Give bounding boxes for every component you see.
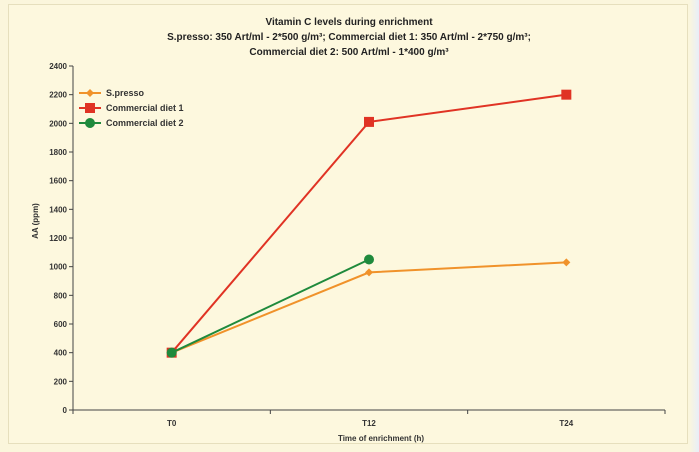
legend-label: Commercial diet 1 xyxy=(106,103,184,113)
legend-entry: Commercial diet 1 xyxy=(79,103,184,113)
data-point xyxy=(364,254,374,265)
y-tick-label: 1000 xyxy=(49,263,67,272)
series-line xyxy=(171,258,370,354)
x-tick-label: T24 xyxy=(559,419,573,428)
data-point xyxy=(561,89,572,100)
y-tick-label: 2000 xyxy=(49,119,67,128)
x-tick-label: T0 xyxy=(167,419,177,428)
y-tick-label: 1200 xyxy=(49,234,67,243)
chart-titles: Vitamin C levels during enrichment S.pre… xyxy=(167,17,531,58)
series-3 xyxy=(166,254,374,358)
y-axis-label: AA (ppm) xyxy=(31,203,40,239)
y-tick-label: 1600 xyxy=(49,177,67,186)
y-tick-label: 1800 xyxy=(49,148,67,157)
chart-subtitle-line-1: S.presso: 350 Art/ml - 2*500 g/m³; Comme… xyxy=(167,32,531,43)
series-1 xyxy=(167,258,571,357)
y-tick-label: 2400 xyxy=(49,62,67,71)
y-tick-labels: 0 200 400 600 800 1000 1200 1400 1600 1800 2000 220… xyxy=(49,62,73,415)
y-tick-label: 400 xyxy=(54,349,68,358)
legend-label: S.presso xyxy=(106,88,145,98)
series-line xyxy=(170,93,567,354)
series-2 xyxy=(166,89,572,358)
legend-entry: Commercial diet 2 xyxy=(79,118,184,128)
legend-swatch-marker xyxy=(85,118,95,128)
y-tick-label: 800 xyxy=(54,291,68,300)
x-tick-label: T12 xyxy=(362,419,376,428)
chart-frame: Vitamin C levels during enrichment S.pre… xyxy=(8,4,688,444)
legend-swatch-marker xyxy=(86,89,94,97)
x-axis-label: Time of enrichment (h) xyxy=(338,434,424,443)
legend-swatch-marker xyxy=(85,103,95,113)
series-layer xyxy=(166,89,572,358)
y-tick-label: 2200 xyxy=(49,91,67,100)
page-edge-strip xyxy=(689,0,699,452)
y-tick-label: 1400 xyxy=(49,205,67,214)
y-tick-label: 200 xyxy=(54,377,68,386)
data-point xyxy=(166,347,177,358)
line-chart: Vitamin C levels during enrichment S.pre… xyxy=(31,17,666,443)
legend: S.presso Commercial diet 1 Commercial diet… xyxy=(79,88,184,128)
chart-subtitle-line-2: Commercial diet 2: 500 Art/ml - 1*400 g/… xyxy=(249,47,449,58)
data-point xyxy=(562,258,571,267)
data-point xyxy=(365,268,373,277)
legend-label: Commercial diet 2 xyxy=(106,118,184,128)
chart-title: Vitamin C levels during enrichment xyxy=(265,17,433,28)
data-point xyxy=(364,116,374,127)
y-tick-label: 600 xyxy=(54,320,68,329)
legend-entry: S.presso xyxy=(79,88,145,98)
y-tick-label: 0 xyxy=(63,406,68,415)
x-tick-labels: T0 T12 T24 xyxy=(72,410,666,428)
